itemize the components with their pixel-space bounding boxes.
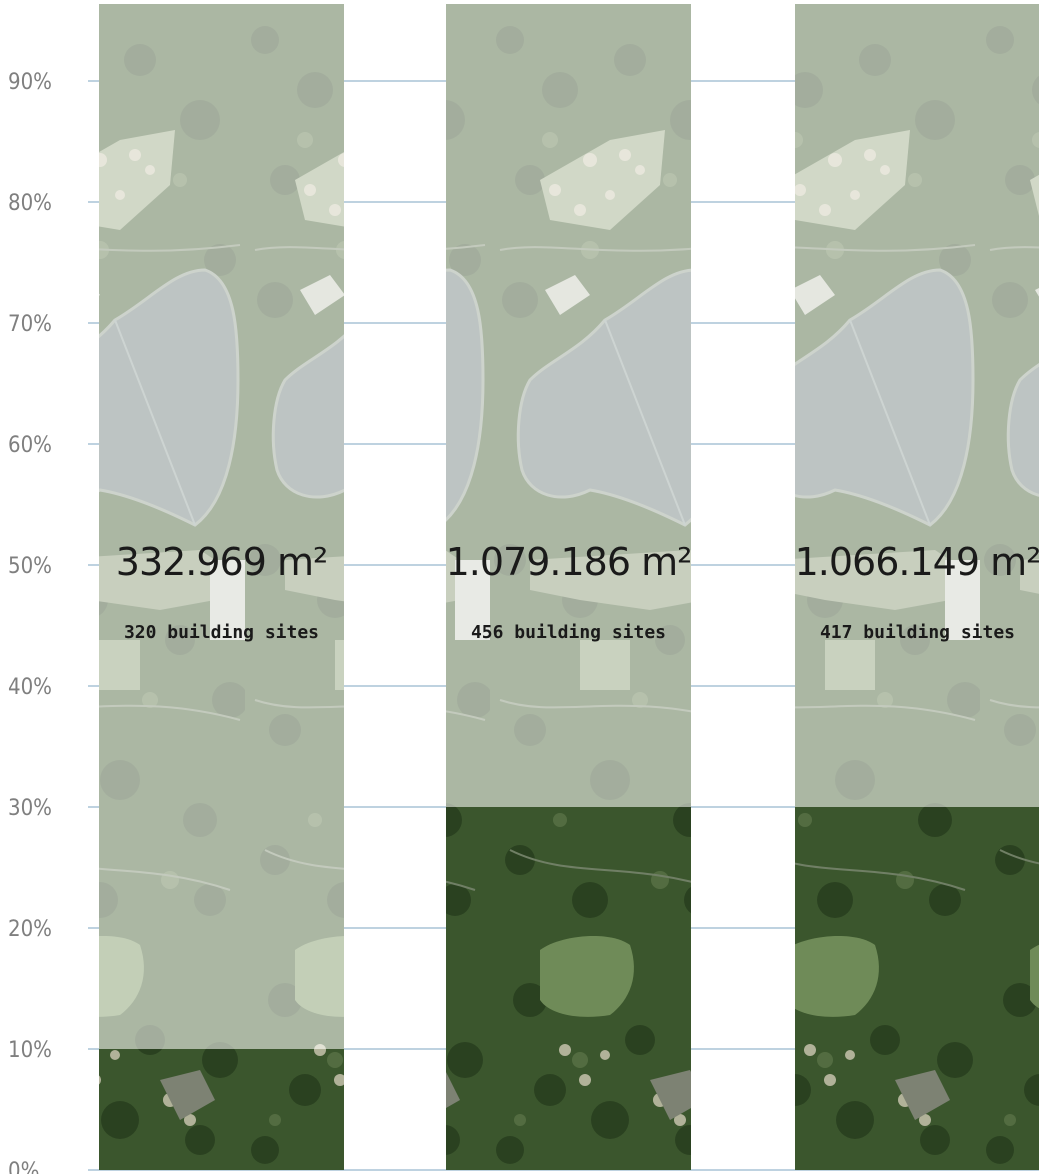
- area-label: 1.066.149 m²: [795, 540, 1039, 584]
- area-label: 332.969 m²: [116, 540, 327, 584]
- y-tick-label: 40%: [8, 675, 52, 700]
- column-2: [446, 4, 691, 1170]
- bar: [795, 807, 1039, 1170]
- y-tick-label: 30%: [8, 796, 52, 821]
- column-1: [99, 4, 344, 1170]
- y-tick-label: 60%: [8, 433, 52, 458]
- column-3: [795, 4, 1039, 1170]
- bar: [99, 1049, 344, 1170]
- building-sites-label: 417 building sites: [820, 622, 1015, 643]
- faded-overlay: [446, 4, 691, 807]
- y-tick-label: 10%: [8, 1038, 52, 1063]
- y-tick-label: 50%: [8, 554, 52, 579]
- building-sites-label: 456 building sites: [471, 622, 666, 643]
- y-tick-label: 80%: [8, 191, 52, 216]
- faded-overlay: [795, 4, 1039, 807]
- faded-overlay: [99, 4, 344, 1049]
- area-label: 1.079.186 m²: [446, 540, 692, 584]
- y-tick-label: 70%: [8, 312, 52, 337]
- bar: [446, 807, 691, 1170]
- y-tick-label: 90%: [8, 70, 52, 95]
- building-sites-label: 320 building sites: [124, 622, 319, 643]
- y-tick-label: 0%: [8, 1159, 39, 1174]
- y-tick-label: 20%: [8, 917, 52, 942]
